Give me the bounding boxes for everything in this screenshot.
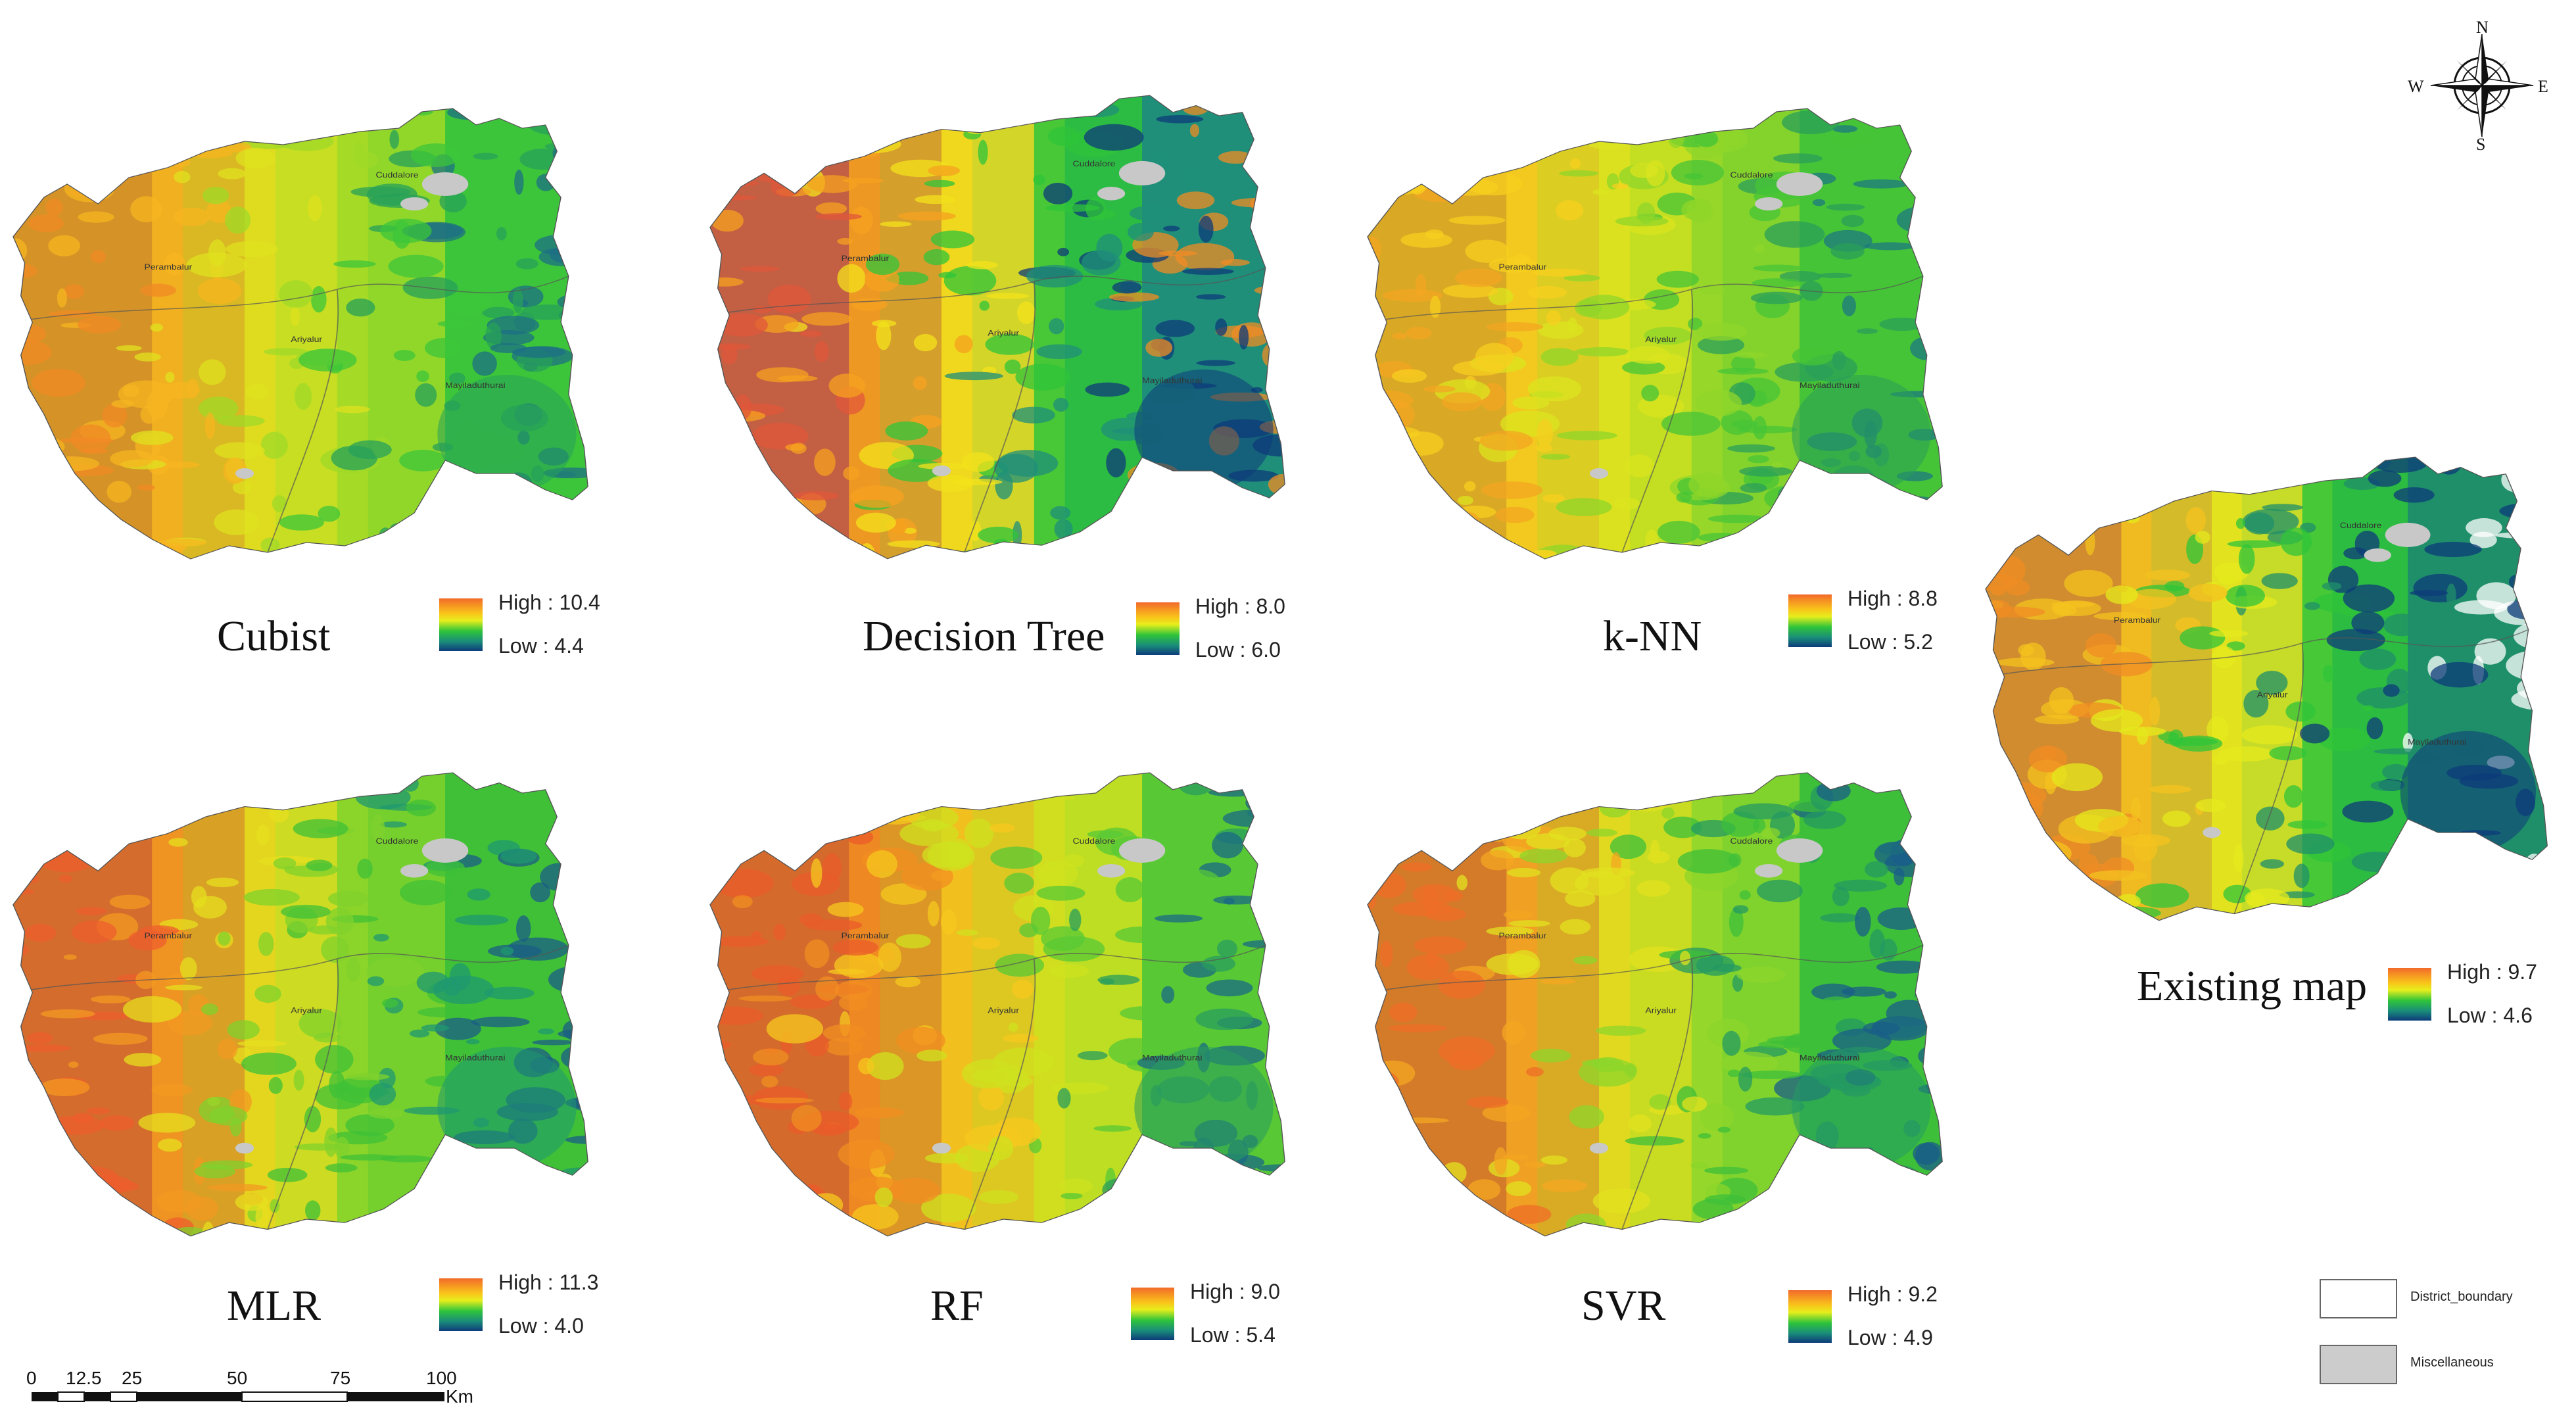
legend-low: Low : 4.9 <box>1848 1326 1933 1349</box>
map-panel-rf: Cuddalore Perambalur Ariyalur Mayiladuthura… <box>709 769 1289 1243</box>
map-title-cubist: Cubist <box>217 612 331 660</box>
legend-high: High : 9.7 <box>2447 960 2537 984</box>
legend-high: High : 11.3 <box>498 1270 599 1294</box>
place-label: Cuddalore <box>1072 836 1115 846</box>
place-label: Cuddalore <box>1730 836 1773 846</box>
soil-map-existing: Cuddalore Perambalur Ariyalur Mayiladuthura… <box>1985 456 2548 921</box>
place-label: Mayiladuthurai <box>445 381 506 390</box>
place-label: Mayiladuthurai <box>1800 381 1860 390</box>
map-title-mlr: MLR <box>227 1282 322 1330</box>
legend-svr: High : 9.2 Low : 4.9 <box>1788 1282 2025 1355</box>
map-panel-cubist: Cuddalore Perambalur Ariyalur Mayiladuthura… <box>12 105 592 566</box>
scale-tick-0: 0 <box>26 1368 37 1388</box>
place-label: Mayiladuthurai <box>1142 1053 1202 1062</box>
legend-low: Low : 4.4 <box>498 634 584 658</box>
legend-low: Low : 4.6 <box>2447 1003 2533 1027</box>
legend-high: High : 8.8 <box>1848 587 1938 610</box>
legend-low: Low : 5.2 <box>1848 630 1933 654</box>
map-panel-knn: Cuddalore Perambalur Ariyalur Mayiladuthura… <box>1367 105 1946 566</box>
compass-s: S <box>2476 135 2485 151</box>
map-panel-existing: Cuddalore Perambalur Ariyalur Mayiladuthura… <box>1985 454 2551 927</box>
map-title-existing: Existing map <box>2137 962 2368 1010</box>
district-boundary-label: District_boundary <box>2410 1290 2513 1304</box>
place-label: Perambalur <box>1498 262 1546 272</box>
legend-decision-tree: High : 8.0 Low : 6.0 <box>1136 594 1373 667</box>
compass-w: W <box>2408 77 2424 96</box>
place-label: Cuddalore <box>1072 159 1115 168</box>
north-arrow-icon: N S E W <box>2408 20 2548 151</box>
place-label: Perambalur <box>841 254 889 263</box>
map-title-decision-tree: Decision Tree <box>863 612 1105 660</box>
place-label: Mayiladuthurai <box>2408 737 2467 746</box>
soil-map-mlr: Cuddalore Perambalur Ariyalur Mayiladuthura… <box>12 772 588 1237</box>
soil-map-knn: Cuddalore Perambalur Ariyalur Mayiladuthura… <box>1367 108 1943 560</box>
compass-e: E <box>2538 77 2548 96</box>
color-ramp <box>439 1278 483 1331</box>
map-title-knn: k-NN <box>1603 612 1702 660</box>
scale-tick-2: 25 <box>122 1368 142 1388</box>
soil-map-cubist: Cuddalore Perambalur Ariyalur Mayiladuthura… <box>12 108 588 560</box>
district-boundary-swatch <box>2320 1279 2397 1318</box>
legend-cubist: High : 10.4 Low : 4.4 <box>439 591 676 663</box>
place-label: Mayiladuthurai <box>1142 375 1202 385</box>
place-label: Cuddalore <box>1730 170 1773 180</box>
legend-rf: High : 9.0 Low : 5.4 <box>1131 1280 1368 1352</box>
legend-knn: High : 8.8 Low : 5.2 <box>1788 587 2025 659</box>
color-ramp <box>439 598 483 651</box>
legend-high: High : 9.2 <box>1848 1282 1938 1306</box>
soil-map-rf: Cuddalore Perambalur Ariyalur Mayiladuthura… <box>709 772 1285 1237</box>
color-ramp <box>1788 594 1832 647</box>
place-label: Ariyalur <box>1645 335 1677 344</box>
place-label: Ariyalur <box>1645 1005 1677 1015</box>
color-ramp <box>2388 968 2431 1021</box>
place-label: Ariyalur <box>291 1005 322 1015</box>
category-legend: District_boundary Miscellaneous <box>2320 1279 2569 1397</box>
legend-low: Low : 6.0 <box>1195 638 1281 662</box>
miscellaneous-label: Miscellaneous <box>2410 1355 2494 1370</box>
map-panel-mlr: Cuddalore Perambalur Ariyalur Mayiladuthura… <box>12 769 592 1243</box>
place-label: Cuddalore <box>2340 521 2381 530</box>
scale-tick-1: 12.5 <box>66 1368 102 1388</box>
map-panel-decision-tree: Cuddalore Perambalur Ariyalur Mayiladuthura… <box>709 92 1289 566</box>
place-label: Perambalur <box>841 931 889 940</box>
place-label: Perambalur <box>144 262 192 272</box>
scale-tick-3: 50 <box>227 1368 247 1388</box>
legend-high: High : 8.0 <box>1195 594 1285 618</box>
compass-n: N <box>2476 20 2489 37</box>
place-label: Mayiladuthurai <box>1800 1053 1859 1062</box>
place-label: Ariyalur <box>2257 690 2288 699</box>
scale-tick-5: 100 <box>426 1368 457 1388</box>
legend-low: Low : 5.4 <box>1190 1323 1276 1347</box>
miscellaneous-swatch <box>2320 1345 2397 1384</box>
scale-tick-4: 75 <box>330 1368 350 1388</box>
place-label: Mayiladuthurai <box>445 1053 505 1062</box>
legend-high: High : 9.0 <box>1190 1280 1280 1303</box>
scale-unit: Km <box>446 1386 473 1407</box>
legend-mlr: High : 11.3 Low : 4.0 <box>439 1270 676 1343</box>
place-label: Ariyalur <box>988 1005 1019 1015</box>
map-title-svr: SVR <box>1581 1282 1666 1330</box>
color-ramp <box>1788 1290 1832 1343</box>
place-label: Ariyalur <box>988 328 1019 337</box>
place-label: Cuddalore <box>375 170 418 180</box>
scale-bar: 0 12.5 25 50 75 100 Km <box>26 1368 473 1407</box>
place-label: Perambalur <box>1498 931 1546 940</box>
map-title-rf: RF <box>930 1282 984 1330</box>
color-ramp <box>1136 602 1180 655</box>
map-panel-svr: Cuddalore Perambalur Ariyalur Mayiladuthura… <box>1367 769 1946 1243</box>
color-ramp <box>1131 1288 1174 1340</box>
legend-low: Low : 4.0 <box>498 1314 584 1338</box>
place-label: Cuddalore <box>375 836 418 846</box>
place-label: Perambalur <box>144 931 192 940</box>
legend-existing: High : 9.7 Low : 4.6 <box>2388 960 2576 1032</box>
place-label: Ariyalur <box>291 335 322 344</box>
soil-map-decision-tree: Cuddalore Perambalur Ariyalur Mayiladuthura… <box>709 95 1285 560</box>
place-label: Perambalur <box>2114 616 2161 625</box>
soil-map-svr: Cuddalore Perambalur Ariyalur Mayiladuthura… <box>1367 772 1943 1237</box>
legend-high: High : 10.4 <box>498 591 600 614</box>
